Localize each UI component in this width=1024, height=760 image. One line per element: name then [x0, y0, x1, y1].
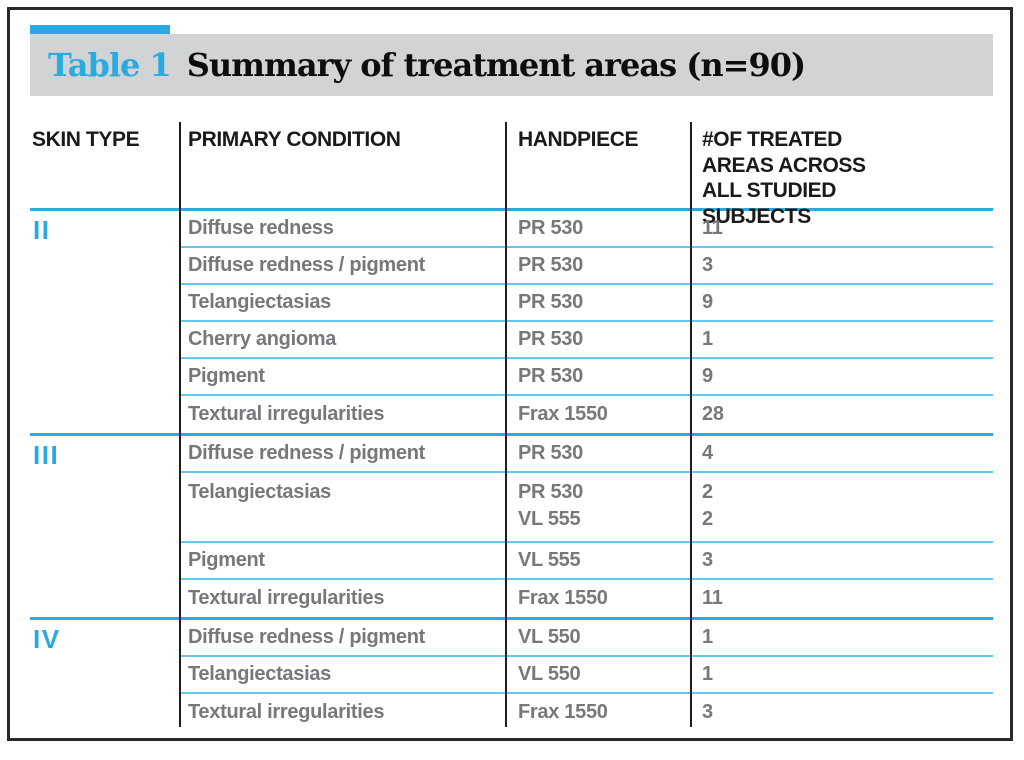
handpiece-cell: PR 530 [518, 254, 583, 276]
column-header-skin-type: SKIN TYPE [32, 128, 140, 151]
count-cell: 1 [702, 328, 713, 350]
count-line: 2 [702, 481, 713, 503]
treatment-table: SKIN TYPE PRIMARY CONDITION HANDPIECE #O… [30, 122, 993, 727]
table-label: Table 1 [48, 46, 172, 84]
table-row: Pigment VL 555 3 [30, 543, 993, 580]
count-cell: 1 [702, 626, 713, 648]
count-cell: 2 2 [690, 479, 993, 533]
table-row: Telangiectasias PR 530 VL 555 2 2 [30, 473, 993, 543]
skin-type-label: II [33, 215, 51, 245]
handpiece-line: VL 555 [518, 508, 581, 530]
handpiece-cell: PR 530 [518, 442, 583, 464]
document-frame: Table 1 Summary of treatment areas (n=90… [7, 7, 1013, 741]
count-cell: 4 [702, 442, 713, 464]
handpiece-cell: PR 530 [518, 365, 583, 387]
handpiece-cell: Frax 1550 [518, 701, 608, 723]
handpiece-cell: Frax 1550 [518, 587, 608, 609]
count-cell: 3 [702, 549, 713, 571]
count-cell: 3 [702, 254, 713, 276]
table-row: Diffuse redness PR 530 11 [30, 211, 993, 248]
condition-cell: Telangiectasias [188, 291, 331, 313]
table-row: Textural irregularities Frax 1550 3 [30, 694, 993, 727]
handpiece-cell: VL 550 [518, 626, 581, 648]
condition-cell: Telangiectasias [188, 663, 331, 685]
column-divider-3 [690, 122, 692, 727]
handpiece-cell: Frax 1550 [518, 403, 608, 425]
count-cell: 28 [702, 403, 724, 425]
count-cell: 3 [702, 701, 713, 723]
handpiece-cell: VL 555 [518, 549, 581, 571]
column-header-treated-areas: #OF TREATED AREAS ACROSS ALL STUDIED SUB… [702, 128, 866, 228]
column-header-handpiece: HANDPIECE [518, 128, 639, 151]
table-row: Diffuse redness / pigment PR 530 4 [30, 436, 993, 473]
handpiece-line: PR 530 [518, 481, 583, 503]
condition-cell: Textural irregularities [188, 403, 385, 425]
count-cell: 1 [702, 663, 713, 685]
table-row: Diffuse redness / pigment VL 550 1 [30, 620, 993, 657]
condition-cell: Diffuse redness / pigment [188, 626, 425, 648]
skin-type-label: III [33, 440, 60, 470]
table-row: Diffuse redness / pigment PR 530 3 [30, 248, 993, 285]
table-header-row: SKIN TYPE PRIMARY CONDITION HANDPIECE #O… [30, 122, 993, 228]
condition-cell: Cherry angioma [188, 328, 337, 350]
section-divider [30, 433, 993, 436]
table-row: Telangiectasias VL 550 1 [30, 657, 993, 694]
table-title-band: Table 1 Summary of treatment areas (n=90… [30, 34, 993, 96]
count-cell: 9 [702, 291, 713, 313]
condition-cell: Pigment [188, 549, 265, 571]
table-row: Cherry angioma PR 530 1 [30, 322, 993, 359]
section-divider [30, 617, 993, 620]
header-underline [30, 208, 993, 211]
condition-cell: Diffuse redness / pigment [188, 442, 425, 464]
accent-bar [30, 25, 170, 34]
section-skin-type-iv: IV Diffuse redness / pigment VL 550 1 Te… [30, 620, 993, 727]
handpiece-cell: PR 530 [518, 328, 583, 350]
column-header-primary-condition: PRIMARY CONDITION [188, 128, 401, 151]
condition-cell: Telangiectasias [188, 481, 331, 503]
handpiece-cell: PR 530 VL 555 [505, 479, 690, 533]
table-title: Summary of treatment areas (n=90) [186, 46, 806, 84]
table-row: Telangiectasias PR 530 9 [30, 285, 993, 322]
count-cell: 11 [702, 587, 723, 609]
table-row: Textural irregularities Frax 1550 28 [30, 396, 993, 433]
handpiece-cell: PR 530 [518, 217, 583, 239]
handpiece-cell: PR 530 [518, 291, 583, 313]
condition-cell: Pigment [188, 365, 265, 387]
count-cell: 9 [702, 365, 713, 387]
handpiece-cell: VL 550 [518, 663, 581, 685]
condition-cell: Textural irregularities [188, 701, 385, 723]
section-skin-type-ii: II Diffuse redness PR 530 11 Diffuse red… [30, 211, 993, 433]
table-row: Pigment PR 530 9 [30, 359, 993, 396]
count-cell: 11 [702, 217, 723, 239]
condition-cell: Textural irregularities [188, 587, 385, 609]
condition-cell: Diffuse redness [188, 217, 334, 239]
column-divider-1 [179, 122, 181, 727]
column-divider-2 [505, 122, 507, 727]
condition-cell: Diffuse redness / pigment [188, 254, 425, 276]
count-line: 2 [702, 508, 713, 530]
table-row: Textural irregularities Frax 1550 11 [30, 580, 993, 617]
skin-type-label: IV [33, 624, 61, 654]
section-skin-type-iii: III Diffuse redness / pigment PR 530 4 T… [30, 436, 993, 617]
